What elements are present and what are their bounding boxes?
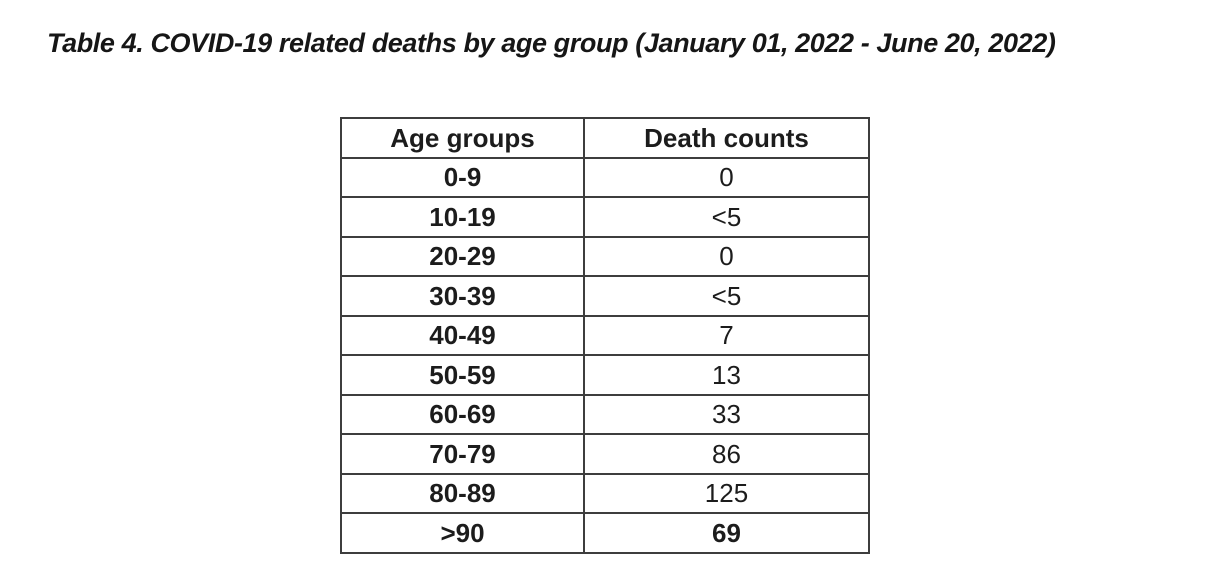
table-row: 0-9 0: [340, 156, 870, 198]
table-row: >90 69: [340, 512, 870, 554]
table-row: 30-39 <5: [340, 275, 870, 317]
age-group-cell: 20-29: [340, 235, 585, 277]
age-group-cell: 70-79: [340, 433, 585, 475]
death-count-cell: 33: [583, 393, 870, 435]
table-row: 40-49 7: [340, 314, 870, 356]
age-group-cell: >90: [340, 512, 585, 554]
death-count-cell: <5: [583, 275, 870, 317]
age-group-cell: 0-9: [340, 156, 585, 198]
death-count-cell: 86: [583, 433, 870, 475]
death-count-cell: 0: [583, 156, 870, 198]
death-count-cell: 125: [583, 472, 870, 514]
table-caption: Table 4. COVID-19 related deaths by age …: [47, 28, 1056, 58]
table-row: 50-59 13: [340, 354, 870, 396]
column-header-age-groups: Age groups: [340, 117, 585, 159]
table-row: 10-19 <5: [340, 196, 870, 238]
table-row: 20-29 0: [340, 235, 870, 277]
table-header-row: Age groups Death counts: [340, 117, 870, 159]
table-row: 60-69 33: [340, 393, 870, 435]
age-group-cell: 60-69: [340, 393, 585, 435]
table-row: 70-79 86: [340, 433, 870, 475]
age-group-cell: 30-39: [340, 275, 585, 317]
death-count-cell: 0: [583, 235, 870, 277]
death-count-cell: 13: [583, 354, 870, 396]
age-group-cell: 40-49: [340, 314, 585, 356]
covid-deaths-by-age-table: Age groups Death counts 0-9 0 10-19 <5 2…: [340, 117, 870, 554]
age-group-cell: 80-89: [340, 472, 585, 514]
death-count-cell: 69: [583, 512, 870, 554]
death-count-cell: 7: [583, 314, 870, 356]
age-group-cell: 10-19: [340, 196, 585, 238]
column-header-death-counts: Death counts: [583, 117, 870, 159]
death-count-cell: <5: [583, 196, 870, 238]
table-row: 80-89 125: [340, 472, 870, 514]
age-group-cell: 50-59: [340, 354, 585, 396]
